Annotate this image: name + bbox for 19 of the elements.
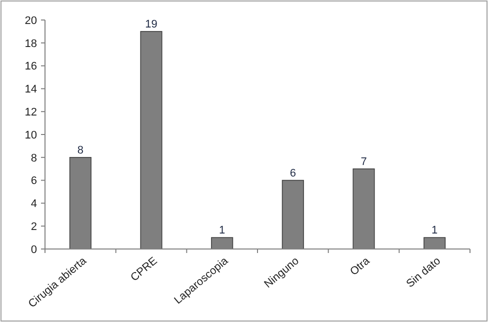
y-tick-label: 8 — [30, 152, 37, 164]
y-tick-label: 10 — [24, 129, 37, 142]
data-label: 7 — [360, 156, 367, 168]
x-tick-label: Otra — [348, 254, 373, 278]
y-tick-label: 12 — [24, 106, 37, 118]
data-label: 6 — [290, 167, 296, 180]
data-label: 1 — [219, 224, 226, 237]
y-tick-label: 0 — [30, 244, 37, 256]
y-tick-label: 2 — [30, 220, 37, 233]
y-tick-label: 6 — [30, 175, 37, 188]
y-tick-label: 16 — [24, 60, 37, 73]
y-tick-label: 20 — [24, 14, 37, 27]
x-tick-label: Sin dato — [404, 255, 443, 290]
data-label: 1 — [432, 224, 438, 237]
y-tick-label: 14 — [24, 84, 37, 96]
data-label: 19 — [145, 18, 158, 30]
y-tick-label: 4 — [30, 198, 37, 210]
y-tick-label: 18 — [24, 38, 37, 50]
data-label: 8 — [77, 144, 84, 156]
